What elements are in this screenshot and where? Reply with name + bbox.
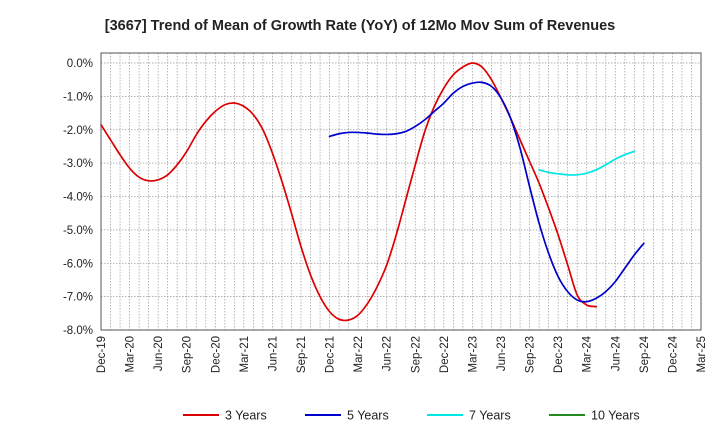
x-tick-label: Dec-21 xyxy=(325,336,337,373)
y-tick-label: 0.0% xyxy=(67,58,93,70)
y-tick-label: -3.0% xyxy=(63,158,93,170)
x-tick-label: Dec-20 xyxy=(210,336,222,373)
legend-label: 5 Years xyxy=(347,409,389,423)
legend-label: 7 Years xyxy=(469,409,511,423)
x-tick-label: Jun-20 xyxy=(153,336,165,371)
x-tick-label: Mar-23 xyxy=(467,336,479,372)
y-tick-label: -7.0% xyxy=(63,292,93,304)
y-tick-label: -4.0% xyxy=(63,192,93,204)
x-tick-label: Dec-22 xyxy=(439,336,451,373)
x-tick-label: Jun-24 xyxy=(610,335,622,371)
x-tick-label: Mar-21 xyxy=(239,336,251,372)
series-line-5-years xyxy=(328,81,645,303)
chart-title: [3667] Trend of Mean of Growth Rate (YoY… xyxy=(105,18,616,34)
legend-label: 10 Years xyxy=(591,409,640,423)
x-axis-ticks: Dec-19 Mar-20 Jun-20 Sep-20 Dec-20 Mar-21 Jun-… xyxy=(96,335,708,373)
x-tick-label: Jun-23 xyxy=(496,336,508,371)
y-tick-label: -6.0% xyxy=(63,258,93,270)
x-tick-label: Mar-22 xyxy=(353,336,365,372)
x-tick-label: Sep-24 xyxy=(639,335,651,373)
x-tick-label: Jun-22 xyxy=(382,336,394,371)
y-axis-ticks: 0.0% -1.0% -2.0% -3.0% -4.0% -5.0% -6.0% -7.0% -… xyxy=(63,58,93,337)
grid xyxy=(100,53,702,331)
x-tick-label: Jun-21 xyxy=(267,336,279,371)
x-tick-label: Mar-25 xyxy=(696,336,708,372)
y-tick-label: -1.0% xyxy=(63,91,93,103)
y-tick-label: -5.0% xyxy=(63,225,93,237)
y-tick-label: -8.0% xyxy=(63,325,93,337)
legend-label: 3 Years xyxy=(225,409,267,423)
series-line-7-years xyxy=(538,150,636,176)
x-tick-label: Sep-20 xyxy=(182,336,194,373)
y-tick-label: -2.0% xyxy=(63,125,93,137)
x-tick-label: Dec-24 xyxy=(667,335,679,373)
x-tick-label: Sep-21 xyxy=(296,336,308,373)
series-layer xyxy=(100,62,645,322)
x-tick-label: Sep-23 xyxy=(525,336,537,373)
legend: 3 Years 5 Years 7 Years 10 Years xyxy=(183,409,640,423)
x-tick-label: Dec-19 xyxy=(96,336,108,373)
x-tick-label: Sep-22 xyxy=(410,336,422,373)
x-tick-label: Dec-23 xyxy=(553,336,565,373)
x-tick-label: Mar-20 xyxy=(125,336,137,372)
plot-frame xyxy=(100,52,702,331)
x-tick-label: Mar-24 xyxy=(582,335,594,372)
